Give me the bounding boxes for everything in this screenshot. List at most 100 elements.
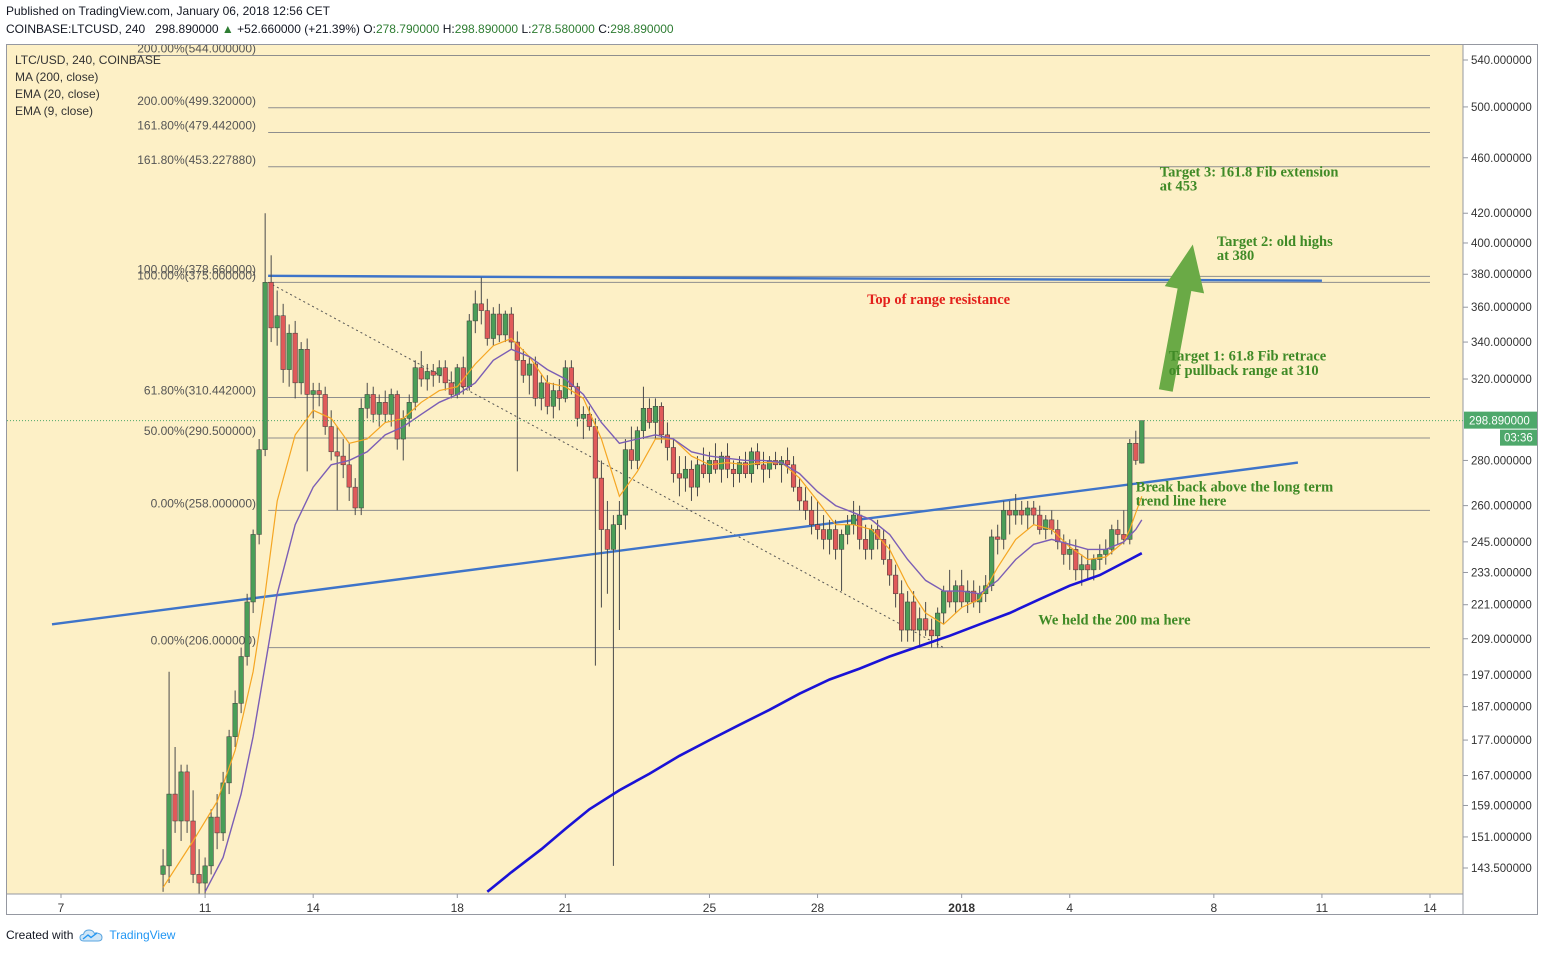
candle	[995, 524, 1001, 555]
candle-body-down	[334, 451, 340, 457]
candle	[262, 213, 268, 457]
candle	[1001, 500, 1007, 550]
candle	[1019, 500, 1025, 525]
last-price-tag	[1464, 411, 1538, 429]
chart-annotation: Target 2: old highs	[1217, 234, 1333, 250]
candle	[538, 375, 544, 411]
candle-body-down	[760, 464, 767, 470]
chart-annotation: Break back above the long term	[1136, 480, 1334, 496]
candle	[911, 591, 917, 642]
candle	[1007, 500, 1013, 535]
candle	[730, 460, 737, 488]
price-tick-label: 221.000000	[1471, 600, 1532, 612]
time-tick-label: 11	[1316, 901, 1329, 915]
price-tick-label: 159.000000	[1471, 800, 1532, 812]
candle	[316, 382, 322, 407]
candle-body-up	[827, 529, 833, 540]
candle-body-down	[821, 529, 827, 540]
candle	[646, 398, 652, 429]
candle	[1085, 549, 1091, 581]
candle	[298, 342, 304, 395]
price-tick-label: 187.000000	[1471, 702, 1532, 714]
fib-level-label: 0.00%(206.000000)	[151, 634, 256, 648]
candle-body-down	[833, 529, 839, 550]
candle	[370, 386, 376, 423]
candle-body-down	[382, 402, 388, 415]
candle-body-up	[550, 390, 556, 407]
candle-body-down	[676, 473, 683, 479]
candle-body-down	[484, 310, 490, 339]
candle-body-up	[1013, 510, 1019, 516]
candle	[502, 310, 508, 343]
price-tick-label: 420.000000	[1471, 208, 1532, 220]
candle	[839, 529, 845, 592]
candle-body-up	[250, 534, 256, 603]
price-tick-label: 540.000000	[1471, 55, 1532, 67]
candle	[1025, 500, 1031, 530]
time-tick-label: 14	[1423, 901, 1437, 915]
candle	[610, 515, 616, 866]
candle-body-up	[1079, 564, 1085, 571]
candle-body-up	[1109, 529, 1115, 550]
candle	[881, 529, 887, 565]
close-label: C:	[598, 22, 611, 36]
candle-body-up	[232, 703, 238, 737]
time-tick-label: 7	[58, 901, 65, 915]
candle-body-down	[808, 510, 815, 525]
candle	[340, 439, 346, 479]
candle-body-down	[995, 536, 1001, 540]
candle-body-up	[358, 408, 364, 509]
candle	[484, 298, 490, 346]
candle	[436, 360, 442, 383]
fib-level-label: 161.80%(453.227880)	[137, 153, 256, 167]
price-tick-label: 400.000000	[1471, 238, 1532, 250]
footer: Created with TradingView	[6, 928, 175, 942]
candle-body-down	[1085, 564, 1091, 571]
tradingview-brand-link[interactable]: TradingView	[109, 928, 176, 942]
candle-body-down	[430, 371, 436, 376]
candle	[280, 303, 286, 383]
candle-body-up	[364, 394, 370, 409]
candle-body-up	[965, 590, 971, 603]
candle	[899, 580, 905, 642]
fib-level-label: 161.80%(479.442000)	[137, 119, 256, 133]
chart-annotation: trend line here	[1136, 494, 1227, 510]
candle	[700, 447, 707, 479]
fib-level-label: 0.00%(258.000000)	[151, 496, 256, 510]
candle-body-down	[863, 539, 869, 550]
candle	[358, 398, 364, 516]
time-tick-label: 8	[1210, 901, 1217, 915]
candle-body-down	[304, 349, 310, 395]
candle-body-up	[298, 349, 304, 384]
candle-body-down	[370, 394, 376, 415]
candle	[682, 456, 689, 492]
candle-body-down	[1019, 510, 1025, 516]
candle	[796, 478, 803, 511]
price-tick-label: 143.500000	[1471, 863, 1532, 875]
candle	[604, 500, 610, 594]
candle	[178, 764, 184, 841]
candle	[628, 426, 634, 470]
candle-body-down	[754, 451, 761, 466]
candle	[172, 747, 178, 833]
candle-body-down	[574, 386, 580, 419]
candle-body-down	[923, 618, 929, 631]
open-label: O:	[363, 22, 376, 36]
candle	[1127, 439, 1133, 545]
candle-body-down	[556, 390, 562, 399]
candle-body-down	[328, 426, 334, 453]
candle	[292, 320, 298, 399]
candle-body-up	[436, 367, 442, 376]
candle-body-down	[568, 367, 574, 387]
candle-body-up	[953, 585, 959, 603]
candle	[196, 849, 202, 894]
published-caption: Published on TradingView.com, January 06…	[6, 4, 330, 18]
candle	[346, 443, 352, 501]
candle-body-down	[730, 468, 737, 474]
candle	[286, 324, 292, 387]
price-tick-label: 460.000000	[1471, 153, 1532, 165]
candle	[688, 460, 695, 501]
legend-ema9: EMA (9, close)	[15, 104, 93, 118]
candle-body-down	[929, 629, 935, 637]
